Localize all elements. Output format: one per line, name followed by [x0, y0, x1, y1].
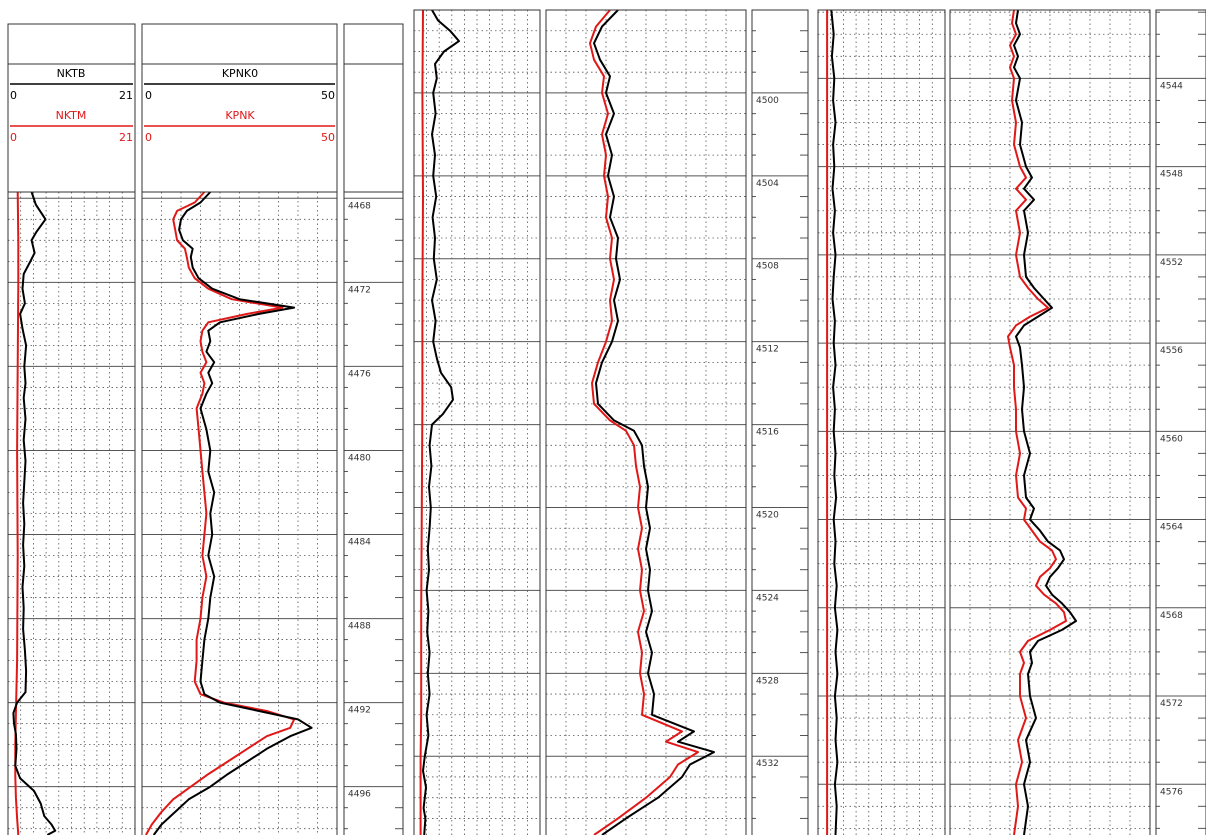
panel2-depth-label: 4520 [756, 510, 779, 520]
panel1-kpnk-curve [145, 191, 296, 835]
grid-layer [8, 9, 1206, 835]
panel2-depth-label: 4512 [756, 345, 779, 355]
panel3-nktb-curve [830, 9, 839, 835]
kpnk0-curve-name: KPNK0 [222, 67, 258, 80]
panel3-depth-label: 4552 [1160, 258, 1183, 268]
nktm-scale-max: 21 [119, 131, 133, 144]
panel1-depth-label: 4472 [348, 285, 371, 295]
panel2-depth-label: 4504 [756, 179, 779, 189]
panel2-track-frame-2 [545, 9, 747, 835]
panel2-depth-label: 4508 [756, 262, 779, 272]
panel1-depth-label: 4484 [348, 538, 371, 548]
panel1-depth-label: 4468 [348, 201, 371, 211]
panel3-track-frame-1 [817, 9, 946, 835]
panel3-track-frame-2 [949, 9, 1151, 835]
nktb-curve-name: NKTB [57, 67, 86, 80]
panel2-nktb-curve [422, 9, 460, 835]
kpnk-curve-name: KPNK [225, 109, 255, 122]
frames-layer [7, 9, 1206, 835]
panel1-kpnk0-curve [152, 191, 313, 835]
panel3-depth-label: 4548 [1160, 170, 1183, 180]
panel1-depth-label: 4488 [348, 622, 371, 632]
panel2-depth-label: 4528 [756, 676, 779, 686]
panel1-nktm-curve [14, 191, 20, 835]
panel3-kpnk0-curve [1013, 9, 1077, 835]
panel3-depth-label: 4560 [1160, 434, 1183, 444]
depth-labels-layer: 4468 4472 4476 4480 4484 4488 4492 4496 4500 4504… [348, 81, 1183, 799]
panel1-depth-label: 4476 [348, 369, 371, 379]
panel1-nktb-curve [12, 191, 57, 835]
panel3-depth-label: 4564 [1160, 523, 1183, 533]
panel2-depth-label: 4500 [756, 96, 779, 106]
kpnk-scale-min: 0 [145, 131, 152, 144]
panel2-kpnk0-curve [593, 9, 715, 835]
panel3-track-frame-3 [1155, 9, 1206, 835]
panel1-depth-label: 4480 [348, 453, 371, 463]
panel3-depth-label: 4544 [1160, 81, 1183, 91]
panel2-nktm-curve [419, 9, 424, 835]
panel2-depth-label: 4524 [756, 593, 779, 603]
nktb-scale-max: 21 [119, 89, 133, 102]
panel1-depth-label: 4492 [348, 706, 371, 716]
panel3-depth-label: 4568 [1160, 611, 1183, 621]
log-header: NKTB 0 21 NKTM 0 21 KPNK0 0 50 KPNK 0 50 [7, 23, 404, 193]
kpnk0-scale-min: 0 [145, 89, 152, 102]
nktb-scale-min: 0 [10, 89, 17, 102]
kpnk-scale-max: 50 [321, 131, 335, 144]
panel3-depth-label: 4576 [1160, 787, 1183, 797]
panel3-kpnk-curve [1007, 9, 1067, 835]
nktm-curve-name: NKTM [56, 109, 87, 122]
panel2-depth-label: 4516 [756, 428, 779, 438]
nktm-scale-min: 0 [10, 131, 17, 144]
panel3-depth-label: 4572 [1160, 699, 1183, 709]
panel2-kpnk-curve [589, 9, 699, 835]
panel2-track-frame-1 [413, 9, 541, 835]
kpnk0-scale-max: 50 [321, 89, 335, 102]
panel1-depth-label: 4496 [348, 790, 371, 800]
panel2-track-frame-3 [751, 9, 809, 835]
panel2-depth-label: 4532 [756, 759, 779, 769]
panel3-depth-label: 4556 [1160, 346, 1183, 356]
curves-layer [12, 9, 1077, 835]
